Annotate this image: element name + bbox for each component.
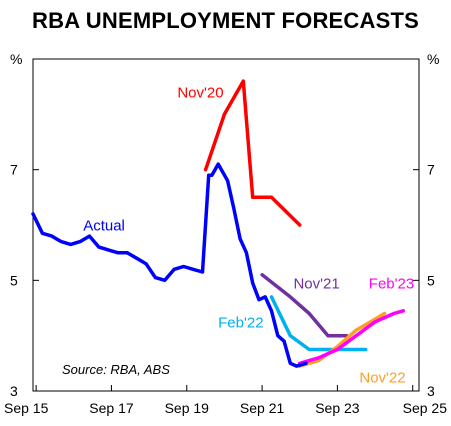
x-axis-ticks: Sep 15 Sep 17 Sep 19 Sep 21 Sep 23 Sep 25 <box>4 385 447 416</box>
series-label-nov-22: Nov'22 <box>359 370 405 387</box>
y-unit-left: % <box>10 51 22 67</box>
y-tick-label-right-5: 5 <box>427 272 435 288</box>
series-line-feb-22 <box>269 295 368 352</box>
series-line-nov-20 <box>203 79 302 227</box>
series-line-actual <box>31 162 308 368</box>
y-tick-label-right-3: 3 <box>427 383 435 399</box>
y-tick-label-left-3: 3 <box>10 383 18 399</box>
y-tick-label-left-7: 7 <box>10 162 18 178</box>
series-line-nov-22 <box>297 311 387 368</box>
series-label-nov-20: Nov'20 <box>177 85 223 102</box>
series-label-feb-23: Feb'23 <box>369 276 414 293</box>
series-label-actual: Actual <box>83 218 125 235</box>
series-lines <box>31 79 406 368</box>
x-tick-label-5: Sep 25 <box>403 400 448 416</box>
x-tick-label-1: Sep 17 <box>89 400 134 416</box>
x-tick-label-2: Sep 19 <box>165 400 210 416</box>
series-labels: Nov'20 Actual Nov'21 Feb'22 Feb'23 Nov'22 <box>83 85 414 387</box>
series-label-feb-22: Feb'22 <box>218 314 263 331</box>
x-tick-label-3: Sep 21 <box>240 400 285 416</box>
y-axis-ticks: 3 3 5 5 7 7 <box>10 162 435 399</box>
x-tick-label-4: Sep 23 <box>315 400 360 416</box>
source-note: Source: RBA, ABS <box>62 362 170 377</box>
chart-title: RBA UNEMPLOYMENT FORECASTS <box>32 8 419 33</box>
series-line-feb-23 <box>297 309 406 366</box>
y-unit-right: % <box>427 51 439 67</box>
series-line-nov-21 <box>260 273 349 338</box>
series-label-nov-21: Nov'21 <box>293 276 339 293</box>
plot-frame <box>32 58 420 392</box>
y-tick-label-left-5: 5 <box>10 272 18 288</box>
y-tick-label-right-7: 7 <box>427 162 435 178</box>
x-tick-label-0: Sep 15 <box>4 400 49 416</box>
